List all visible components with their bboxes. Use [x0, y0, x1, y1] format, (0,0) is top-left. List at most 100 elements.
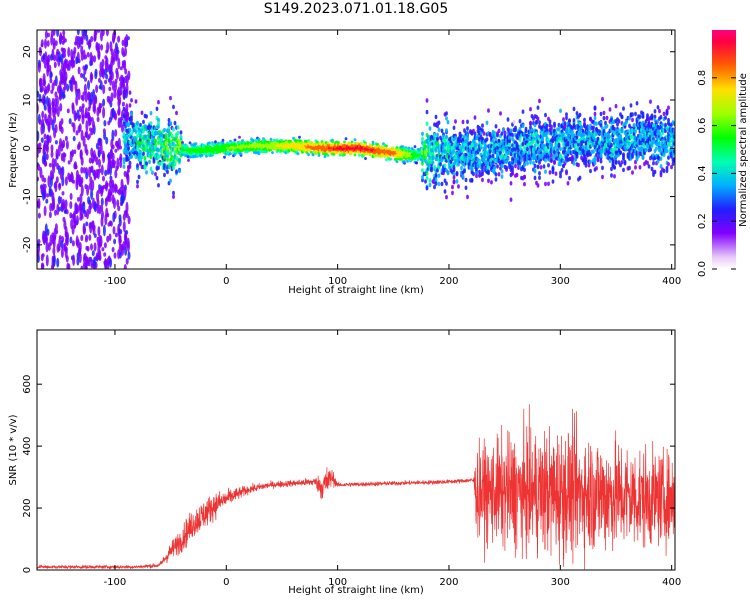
heatmap-cell [84, 30, 88, 37]
heatmap-cell [403, 160, 406, 163]
heatmap-cell [506, 150, 510, 156]
heatmap-cell [96, 236, 100, 243]
heatmap-cell [163, 127, 166, 133]
heatmap-cell [44, 161, 48, 167]
heatmap-cell [80, 265, 84, 269]
heatmap-cell [139, 161, 142, 166]
heatmap-cell [122, 132, 126, 137]
heatmap-cell [368, 153, 372, 157]
heatmap-cell [45, 153, 49, 161]
heatmap-cell [172, 165, 175, 171]
heatmap-cell [488, 131, 492, 137]
heatmap-cell [100, 30, 103, 42]
heatmap-cell [134, 129, 138, 134]
heatmap-cell [86, 208, 89, 220]
heatmap-cell [75, 56, 79, 65]
heatmap-cell [604, 132, 607, 137]
heatmap-cell [64, 246, 68, 259]
heatmap-cell [593, 111, 597, 117]
heatmap-cell [149, 121, 153, 126]
heatmap-cell [454, 135, 457, 141]
heatmap-cell [130, 131, 133, 137]
heatmap-cell [114, 78, 118, 84]
heatmap-cell [601, 165, 604, 171]
heatmap-cell [536, 105, 540, 110]
chart-title: S149.2023.071.01.18.G05 [263, 1, 449, 17]
heatmap-cell [529, 120, 532, 126]
heatmap-cell [83, 252, 87, 261]
heatmap-cell [434, 173, 438, 178]
heatmap-cell [62, 30, 66, 36]
heatmap-cell [83, 225, 86, 235]
heatmap-cell [54, 91, 58, 98]
heatmap-cell [63, 66, 67, 77]
heatmap-cell [211, 152, 214, 156]
heatmap-cell [114, 42, 118, 51]
heatmap-cell [565, 112, 568, 117]
heatmap-cell [157, 117, 160, 123]
heatmap-cell [60, 73, 64, 85]
heatmap-cell [298, 135, 301, 139]
heatmap-cell [54, 209, 57, 216]
heatmap-cell [98, 137, 102, 144]
heatmap-cell [452, 125, 456, 130]
heatmap-cell [80, 234, 84, 242]
heatmap-cell [307, 153, 310, 157]
heatmap-cell [48, 163, 52, 168]
heatmap-cell [91, 127, 95, 133]
heatmap-cell [123, 264, 127, 269]
heatmap-cell [437, 173, 441, 178]
heatmap-cell [114, 148, 118, 153]
heatmap-cell [82, 135, 86, 147]
heatmap-cell [451, 184, 454, 190]
heatmap-cell [38, 63, 41, 68]
heatmap-cell [41, 110, 45, 119]
heatmap-cell [60, 47, 64, 52]
heatmap-cell [67, 160, 71, 165]
heatmap-cell [120, 243, 124, 252]
heatmap-cell [149, 154, 153, 160]
heatmap-cell [610, 173, 613, 178]
heatmap-cell [437, 127, 441, 132]
heatmap-cell [91, 120, 95, 129]
heatmap-cell [158, 161, 162, 166]
heatmap-cell [128, 127, 132, 133]
heatmap-cell [179, 130, 183, 135]
heatmap-cell [464, 177, 468, 183]
heatmap-cell [114, 183, 117, 194]
heatmap-cell [122, 77, 125, 88]
heatmap-cell [595, 166, 598, 171]
heatmap-cell [105, 136, 109, 145]
heatmap-cell [544, 158, 547, 163]
heatmap-cell [121, 109, 124, 121]
heatmap-cell [476, 164, 480, 169]
heatmap-cell [104, 79, 108, 85]
heatmap-cell [233, 138, 237, 142]
heatmap-cell [71, 75, 75, 84]
heatmap-cell [93, 36, 97, 42]
heatmap-cell [56, 257, 60, 268]
heatmap-cell [575, 151, 579, 157]
heatmap-cell [69, 236, 73, 244]
heatmap-cell [73, 149, 77, 155]
heatmap-cell [54, 180, 58, 193]
heatmap-cell [72, 212, 76, 223]
heatmap-cell [121, 39, 125, 46]
heatmap-cell [68, 118, 72, 125]
heatmap-cell [464, 185, 468, 190]
heatmap-cell [99, 142, 103, 155]
heatmap-cell [102, 224, 106, 237]
heatmap-cell [125, 108, 129, 121]
heatmap-cell [77, 88, 81, 101]
heatmap-cell [117, 106, 121, 116]
heatmap-cell [119, 66, 123, 71]
heatmap-cell [166, 146, 169, 151]
heatmap-cell [110, 138, 114, 149]
heatmap-cell [50, 89, 54, 94]
heatmap-cell [446, 120, 450, 125]
heatmap-cell [37, 212, 41, 219]
heatmap-cell [617, 119, 621, 124]
heatmap-cell [128, 103, 132, 108]
heatmap-cell [533, 169, 537, 174]
